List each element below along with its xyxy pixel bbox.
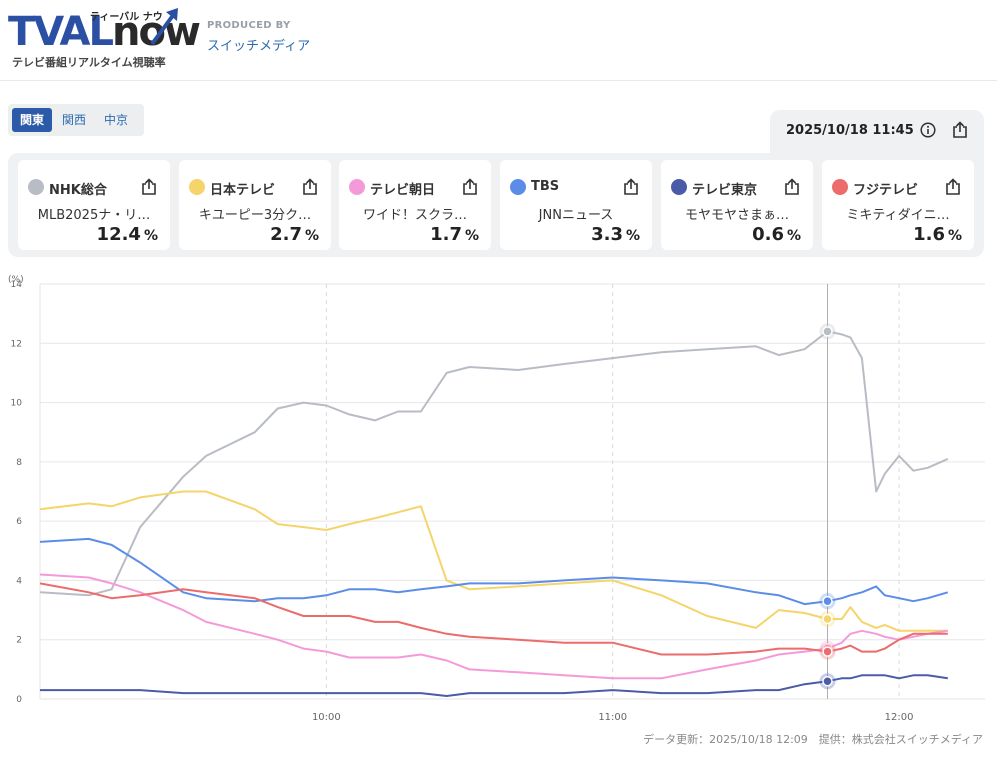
y-tick-label: 14 bbox=[11, 280, 23, 290]
channel-color-dot bbox=[832, 179, 848, 195]
cursor-marker-point bbox=[822, 646, 833, 657]
y-tick-label: 12 bbox=[11, 339, 22, 349]
channel-name: TBS bbox=[531, 179, 560, 194]
program-title: モヤモヤさまぁ… bbox=[684, 208, 789, 223]
rating-number: 1.6 bbox=[913, 224, 945, 245]
channel-name: テレビ朝日 bbox=[370, 183, 436, 198]
region-tabs: 関東 関西 中京 bbox=[8, 104, 144, 136]
rating-unit: % bbox=[947, 228, 962, 244]
y-tick-label: 4 bbox=[16, 576, 22, 586]
rating-value: 0.6% bbox=[752, 224, 801, 245]
ratings-line-chart[interactable]: (%) 0 2 4 6 8 10 12 14 10:00 11:00 12:00 bbox=[0, 270, 997, 730]
rating-value: 3.3% bbox=[591, 224, 640, 245]
rating-unit: % bbox=[304, 228, 319, 244]
produced-by-link[interactable]: スイッチメディア bbox=[207, 39, 311, 54]
rating-unit: % bbox=[625, 228, 640, 244]
channel-name: 日本テレビ bbox=[210, 183, 276, 198]
channel-color-dot bbox=[189, 179, 205, 195]
rating-value: 1.6% bbox=[913, 224, 962, 245]
cursor-marker-point bbox=[822, 326, 833, 337]
channel-name: フジテレビ bbox=[853, 183, 919, 198]
channel-color-dot bbox=[510, 179, 526, 195]
x-tick-label: 10:00 bbox=[312, 712, 341, 723]
x-tick-label: 12:00 bbox=[885, 712, 914, 723]
datetime-panel-tab bbox=[770, 110, 984, 154]
program-title: MLB2025ナ・リ… bbox=[37, 208, 151, 223]
share-icon[interactable] bbox=[944, 178, 962, 196]
produced-by-label: PRODUCED BY bbox=[207, 20, 291, 31]
channel-color-dot bbox=[671, 179, 687, 195]
tab-chukyo[interactable]: 中京 bbox=[103, 113, 128, 127]
channel-name: NHK総合 bbox=[49, 183, 107, 198]
program-title: キユーピー3分ク… bbox=[198, 208, 312, 223]
share-icon[interactable] bbox=[622, 178, 640, 196]
share-icon[interactable] bbox=[951, 121, 969, 139]
channel-color-dot bbox=[349, 179, 365, 195]
y-tick-label: 2 bbox=[16, 636, 22, 646]
info-icon[interactable] bbox=[920, 122, 936, 138]
produced-by: PRODUCED BY スイッチメディア bbox=[207, 20, 310, 54]
logo-wordmark: TVALnow bbox=[8, 9, 201, 55]
y-tick-label: 6 bbox=[16, 517, 22, 527]
tvalnow-logo[interactable]: TVALnow ティーバル ナウ テレビ番組リアルタイム視聴率 bbox=[8, 6, 201, 72]
x-tick-label: 11:00 bbox=[598, 712, 627, 723]
channel-card-tv-tokyo[interactable]: テレビ東京 モヤモヤさまぁ… 0.6% bbox=[661, 160, 813, 250]
channel-card-tv-asahi[interactable]: テレビ朝日 ワイド！スクラ… 1.7% bbox=[339, 160, 491, 250]
logo-text-b: now bbox=[111, 9, 201, 55]
share-icon[interactable] bbox=[301, 178, 319, 196]
channel-card-fuji-tv[interactable]: フジテレビ ミキティダイニ… 1.6% bbox=[822, 160, 974, 250]
logo-arrow-icon bbox=[150, 8, 178, 46]
rating-number: 2.7 bbox=[270, 224, 302, 245]
channel-name: テレビ東京 bbox=[692, 183, 758, 198]
rating-number: 3.3 bbox=[591, 224, 623, 245]
program-title: JNNニュース bbox=[538, 208, 614, 223]
logo-kana: ティーバル ナウ bbox=[90, 12, 163, 23]
rating-value: 2.7% bbox=[270, 224, 319, 245]
tab-kanto[interactable]: 関東 bbox=[12, 108, 52, 132]
channel-card-ntv[interactable]: 日本テレビ キユーピー3分ク… 2.7% bbox=[179, 160, 331, 250]
channel-card-nhk[interactable]: NHK総合 MLB2025ナ・リ… 12.4% bbox=[18, 160, 170, 250]
series-line-2 bbox=[39, 573, 948, 680]
y-axis-unit-label: (%) bbox=[8, 275, 24, 285]
share-icon[interactable] bbox=[140, 178, 158, 196]
share-icon[interactable] bbox=[783, 178, 801, 196]
current-datetime: 2025/10/18 11:45 bbox=[786, 123, 914, 138]
channel-panel: NHK総合 MLB2025ナ・リ… 12.4% 日本テレビ キユーピー3分ク… … bbox=[8, 153, 984, 257]
logo-text-a: TVAL bbox=[8, 9, 114, 55]
update-footer: データ更新：2025/10/18 12:09 提供：株式会社スイッチメディア bbox=[643, 733, 983, 746]
app-header: TVALnow ティーバル ナウ テレビ番組リアルタイム視聴率 PRODUCED… bbox=[0, 0, 997, 81]
program-title: ミキティダイニ… bbox=[846, 208, 950, 223]
channel-color-dot bbox=[28, 179, 44, 195]
rating-number: 0.6 bbox=[752, 224, 784, 245]
rating-value: 1.7% bbox=[430, 224, 479, 245]
rating-unit: % bbox=[464, 228, 479, 244]
rating-unit: % bbox=[786, 228, 801, 244]
series-line-4 bbox=[40, 674, 948, 697]
cursor-marker-point bbox=[822, 595, 833, 607]
rating-number: 12.4 bbox=[96, 224, 141, 245]
series-line-3 bbox=[39, 537, 949, 606]
rating-value: 12.4% bbox=[97, 224, 158, 245]
series-line-1 bbox=[39, 490, 948, 632]
cursor-marker-point bbox=[822, 613, 833, 625]
rating-unit: % bbox=[143, 228, 158, 244]
channel-card-tbs[interactable]: TBS JNNニュース 3.3% bbox=[500, 160, 652, 250]
cursor-marker-point bbox=[822, 675, 833, 687]
program-title: ワイド！スクラ… bbox=[362, 208, 467, 223]
share-icon[interactable] bbox=[461, 178, 479, 196]
y-tick-label: 10 bbox=[11, 399, 23, 409]
logo-subtitle: テレビ番組リアルタイム視聴率 bbox=[12, 56, 166, 69]
series-line-0 bbox=[39, 330, 949, 597]
y-tick-label: 8 bbox=[16, 458, 22, 468]
series-line-5 bbox=[39, 582, 948, 656]
tab-kansai[interactable]: 関西 bbox=[61, 113, 86, 127]
y-tick-label: 0 bbox=[16, 695, 22, 705]
rating-number: 1.7 bbox=[430, 224, 462, 245]
